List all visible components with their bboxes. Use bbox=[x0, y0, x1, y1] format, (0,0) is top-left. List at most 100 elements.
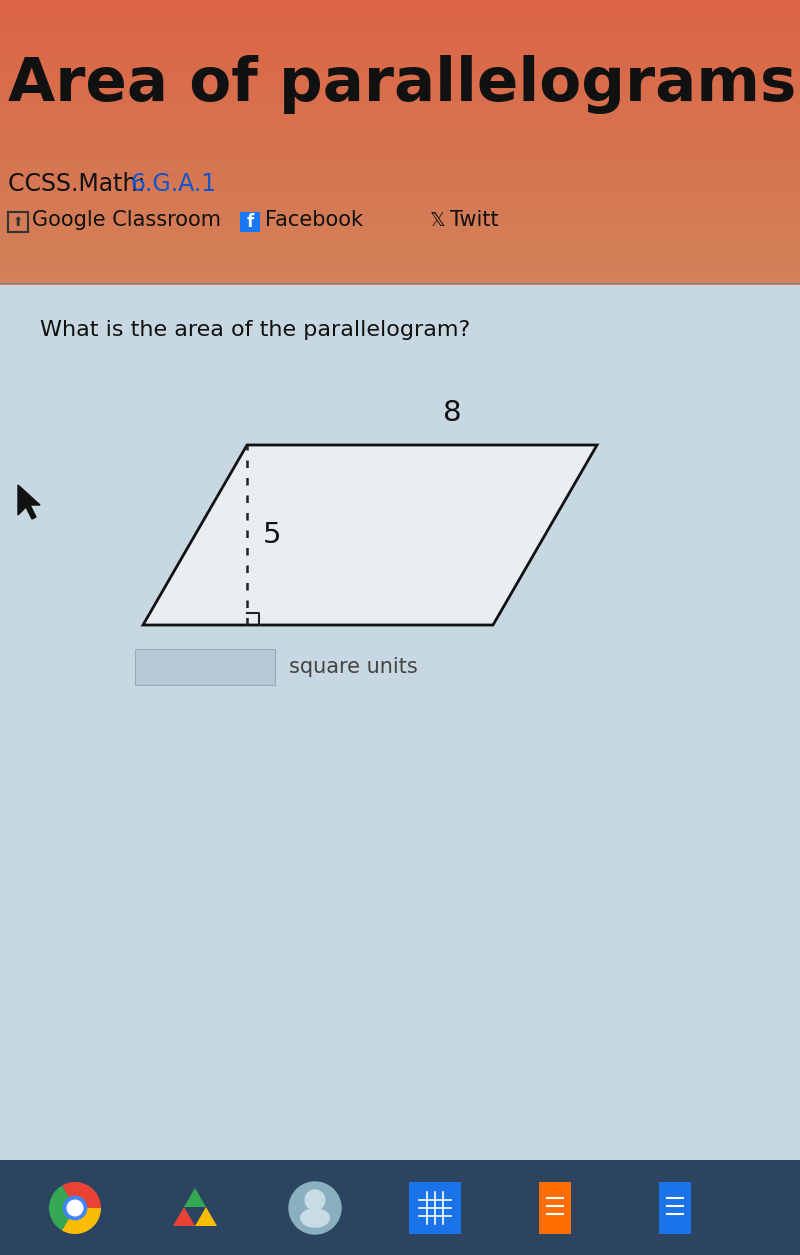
Bar bbox=[0, 237, 800, 242]
Bar bbox=[0, 163, 800, 167]
Bar bbox=[0, 99, 800, 103]
Text: What is the area of the parallelogram?: What is the area of the parallelogram? bbox=[40, 320, 470, 340]
Bar bbox=[0, 24, 800, 29]
Bar bbox=[0, 262, 800, 267]
Bar bbox=[0, 105, 800, 110]
Wedge shape bbox=[62, 1182, 101, 1209]
Bar bbox=[0, 191, 800, 196]
Bar bbox=[0, 109, 800, 114]
Bar bbox=[0, 159, 800, 164]
Bar bbox=[0, 277, 800, 281]
Text: CCSS.Math:: CCSS.Math: bbox=[8, 172, 153, 196]
Bar bbox=[0, 169, 800, 174]
Bar bbox=[0, 70, 800, 75]
Bar bbox=[0, 95, 800, 99]
Bar bbox=[0, 198, 800, 203]
Bar bbox=[0, 3, 800, 8]
Text: f: f bbox=[246, 213, 254, 231]
Bar bbox=[0, 181, 800, 186]
Bar bbox=[0, 146, 800, 149]
Bar bbox=[0, 56, 800, 60]
Bar bbox=[0, 142, 800, 146]
Bar bbox=[0, 6, 800, 11]
Bar bbox=[240, 212, 260, 232]
Bar bbox=[539, 1182, 571, 1234]
Text: 8: 8 bbox=[442, 399, 462, 427]
Bar bbox=[0, 120, 800, 124]
Bar bbox=[0, 78, 800, 82]
Circle shape bbox=[289, 1182, 341, 1234]
Bar bbox=[0, 28, 800, 33]
Wedge shape bbox=[49, 1186, 75, 1230]
Bar bbox=[0, 14, 800, 18]
Bar bbox=[0, 206, 800, 210]
Bar bbox=[0, 16, 800, 21]
Bar bbox=[0, 202, 800, 207]
Bar bbox=[0, 20, 800, 25]
Bar bbox=[0, 285, 800, 1255]
Bar bbox=[0, 1160, 800, 1255]
Bar bbox=[0, 184, 800, 188]
Bar bbox=[0, 167, 800, 171]
Bar bbox=[0, 63, 800, 68]
Text: 6.G.A.1: 6.G.A.1 bbox=[130, 172, 216, 196]
Bar bbox=[0, 280, 800, 285]
Polygon shape bbox=[18, 484, 40, 520]
Bar bbox=[0, 88, 800, 93]
Bar bbox=[0, 35, 800, 39]
Bar bbox=[0, 223, 800, 228]
Bar bbox=[0, 53, 800, 56]
Bar bbox=[0, 235, 800, 238]
Bar bbox=[0, 245, 800, 250]
Bar bbox=[0, 252, 800, 256]
Bar bbox=[8, 212, 28, 232]
Polygon shape bbox=[184, 1188, 206, 1207]
Bar bbox=[0, 67, 800, 72]
Circle shape bbox=[305, 1190, 325, 1210]
Text: 5: 5 bbox=[263, 521, 282, 548]
Bar bbox=[0, 103, 800, 107]
Polygon shape bbox=[173, 1207, 195, 1226]
Text: square units: square units bbox=[289, 658, 418, 676]
Bar bbox=[0, 31, 800, 35]
Wedge shape bbox=[62, 1209, 101, 1234]
Circle shape bbox=[63, 1196, 86, 1220]
Text: ⬆: ⬆ bbox=[13, 216, 23, 228]
Bar bbox=[0, 231, 800, 235]
Bar bbox=[0, 131, 800, 136]
Circle shape bbox=[67, 1200, 83, 1216]
Bar bbox=[0, 45, 800, 50]
Polygon shape bbox=[143, 446, 597, 625]
Bar bbox=[0, 210, 800, 213]
Bar bbox=[0, 270, 800, 275]
Bar bbox=[0, 177, 800, 182]
Bar bbox=[0, 59, 800, 64]
Bar bbox=[0, 38, 800, 43]
Bar bbox=[0, 241, 800, 246]
Text: Google Classroom: Google Classroom bbox=[32, 210, 221, 230]
Bar bbox=[0, 188, 800, 192]
Text: Facebook: Facebook bbox=[265, 210, 363, 230]
Bar bbox=[0, 113, 800, 118]
Bar bbox=[659, 1182, 691, 1234]
Polygon shape bbox=[195, 1207, 217, 1226]
Bar bbox=[0, 256, 800, 260]
Bar bbox=[0, 216, 800, 221]
Bar bbox=[135, 649, 275, 685]
Text: Area of parallelograms: Area of parallelograms bbox=[8, 55, 796, 114]
Bar bbox=[0, 49, 800, 54]
Bar bbox=[0, 84, 800, 89]
Bar bbox=[0, 127, 800, 132]
Bar bbox=[0, 124, 800, 128]
Bar bbox=[0, 227, 800, 232]
Bar bbox=[0, 220, 800, 225]
Bar bbox=[0, 152, 800, 157]
Bar bbox=[0, 173, 800, 178]
Text: Twitt: Twitt bbox=[450, 210, 498, 230]
Bar bbox=[0, 266, 800, 271]
Ellipse shape bbox=[301, 1209, 330, 1227]
Bar bbox=[0, 259, 800, 264]
Bar bbox=[0, 134, 800, 139]
Bar bbox=[0, 148, 800, 153]
Bar bbox=[0, 117, 800, 122]
